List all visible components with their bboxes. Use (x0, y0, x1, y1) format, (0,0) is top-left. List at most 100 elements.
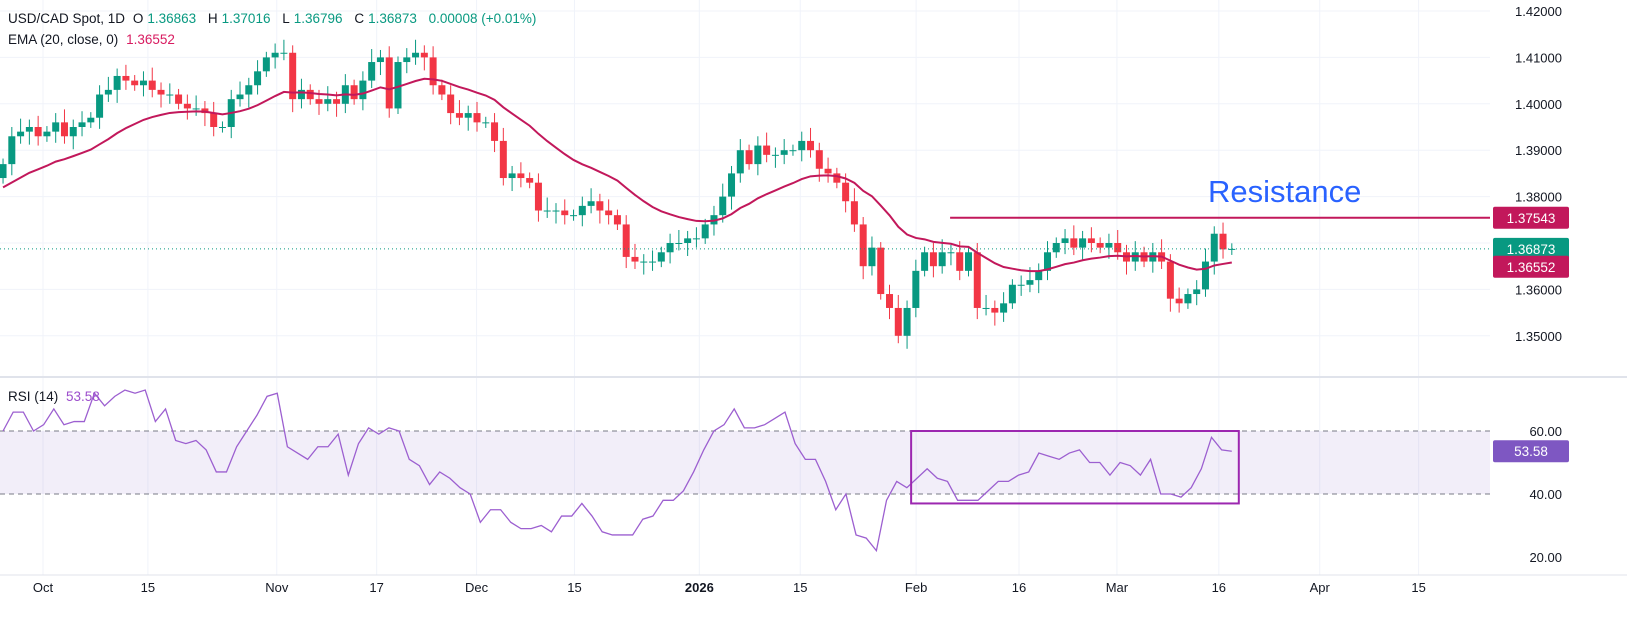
candle-body (236, 94, 244, 100)
resistance-price-badge: 1.37543 (1507, 211, 1556, 226)
resistance-annotation: Resistance (1208, 174, 1361, 209)
candle-body (455, 113, 463, 118)
candle (692, 227, 700, 248)
candle-body (886, 294, 894, 308)
candle (842, 173, 850, 213)
candle (719, 183, 727, 223)
candle (8, 127, 16, 176)
candle-body (903, 307, 911, 336)
rsi-label: RSI (14) (8, 389, 59, 404)
candle (754, 136, 762, 176)
candle-body (1052, 243, 1060, 253)
candle (1228, 243, 1236, 255)
candle (69, 119, 77, 150)
rsi-line (2, 389, 1232, 553)
candle-body (649, 261, 657, 263)
candle (886, 284, 894, 320)
candle-body (297, 89, 305, 100)
candle (280, 39, 288, 61)
candle-body (491, 122, 499, 141)
candle-body (403, 57, 411, 63)
candle-body (684, 238, 692, 243)
candle (657, 246, 665, 268)
candle-body (306, 89, 314, 100)
candle-body (254, 71, 262, 86)
rsi-axis-label: 20.00 (1529, 550, 1562, 565)
candle-body (991, 307, 999, 313)
candle-body (0, 164, 7, 179)
candle (210, 101, 218, 137)
candle-body (482, 122, 490, 124)
candle-body (1201, 261, 1209, 290)
candle-body (271, 52, 279, 58)
candle (412, 39, 420, 65)
ohlc-low: L 1.36796 (282, 11, 343, 26)
candle-body (508, 173, 516, 179)
candle-body (666, 243, 674, 253)
candle-body (175, 94, 183, 104)
candle-body (833, 173, 841, 183)
candle (912, 259, 920, 318)
ohlc-close: C 1.36873 (354, 11, 417, 26)
candle-body (420, 52, 428, 58)
candle (543, 197, 551, 218)
candle-body (719, 196, 727, 216)
candle (684, 230, 692, 256)
candle-body (412, 52, 420, 58)
candle-body (534, 182, 542, 211)
candle (508, 165, 516, 192)
candle (631, 243, 639, 269)
candle-body (613, 215, 621, 225)
candle (122, 64, 130, 90)
candle-body (1017, 284, 1025, 286)
price-axis-label: 1.40000 (1515, 97, 1562, 112)
candle (499, 127, 507, 186)
candle (1166, 254, 1174, 312)
candle-body (894, 307, 902, 336)
time-axis-label: 2026 (685, 580, 714, 595)
candle (271, 43, 279, 69)
time-axis-label: Apr (1310, 580, 1331, 595)
candle-body (1000, 303, 1008, 313)
candle (350, 79, 358, 105)
candle (473, 101, 481, 132)
candle-body (815, 150, 823, 169)
candle (517, 162, 525, 188)
candle-body (1043, 252, 1051, 271)
candle (771, 147, 779, 168)
rsi-axis-label: 60.00 (1529, 424, 1562, 439)
candle (745, 144, 753, 170)
candle-body (218, 127, 226, 128)
candle (420, 45, 428, 71)
candle-body (438, 85, 446, 95)
candle (534, 173, 542, 222)
candle-body (289, 52, 297, 100)
candle-body (69, 127, 77, 137)
candle (561, 199, 569, 225)
time-axis-label: 15 (141, 580, 155, 595)
candle (376, 49, 384, 76)
time-axis-label: 15 (793, 580, 807, 595)
candle-body (1070, 238, 1078, 248)
time-axis-label: 15 (1411, 580, 1425, 595)
candle-body (1219, 233, 1227, 250)
ohlc-high: H 1.37016 (207, 11, 271, 26)
candle (1158, 239, 1166, 269)
candle-body (868, 247, 876, 267)
candle (894, 294, 902, 344)
candle-body (333, 99, 341, 104)
candle-body (1114, 243, 1122, 253)
candle-body (789, 150, 797, 152)
candle-body (87, 117, 95, 123)
candle (552, 203, 560, 224)
candle-body (1087, 238, 1095, 243)
candle (25, 119, 33, 145)
candle (956, 241, 964, 281)
candle-body (596, 201, 604, 211)
candle-body (245, 85, 253, 95)
candle (605, 199, 613, 225)
candle (798, 131, 806, 162)
candle-body (736, 150, 744, 174)
rsi-axis-label: 40.00 (1529, 487, 1562, 502)
